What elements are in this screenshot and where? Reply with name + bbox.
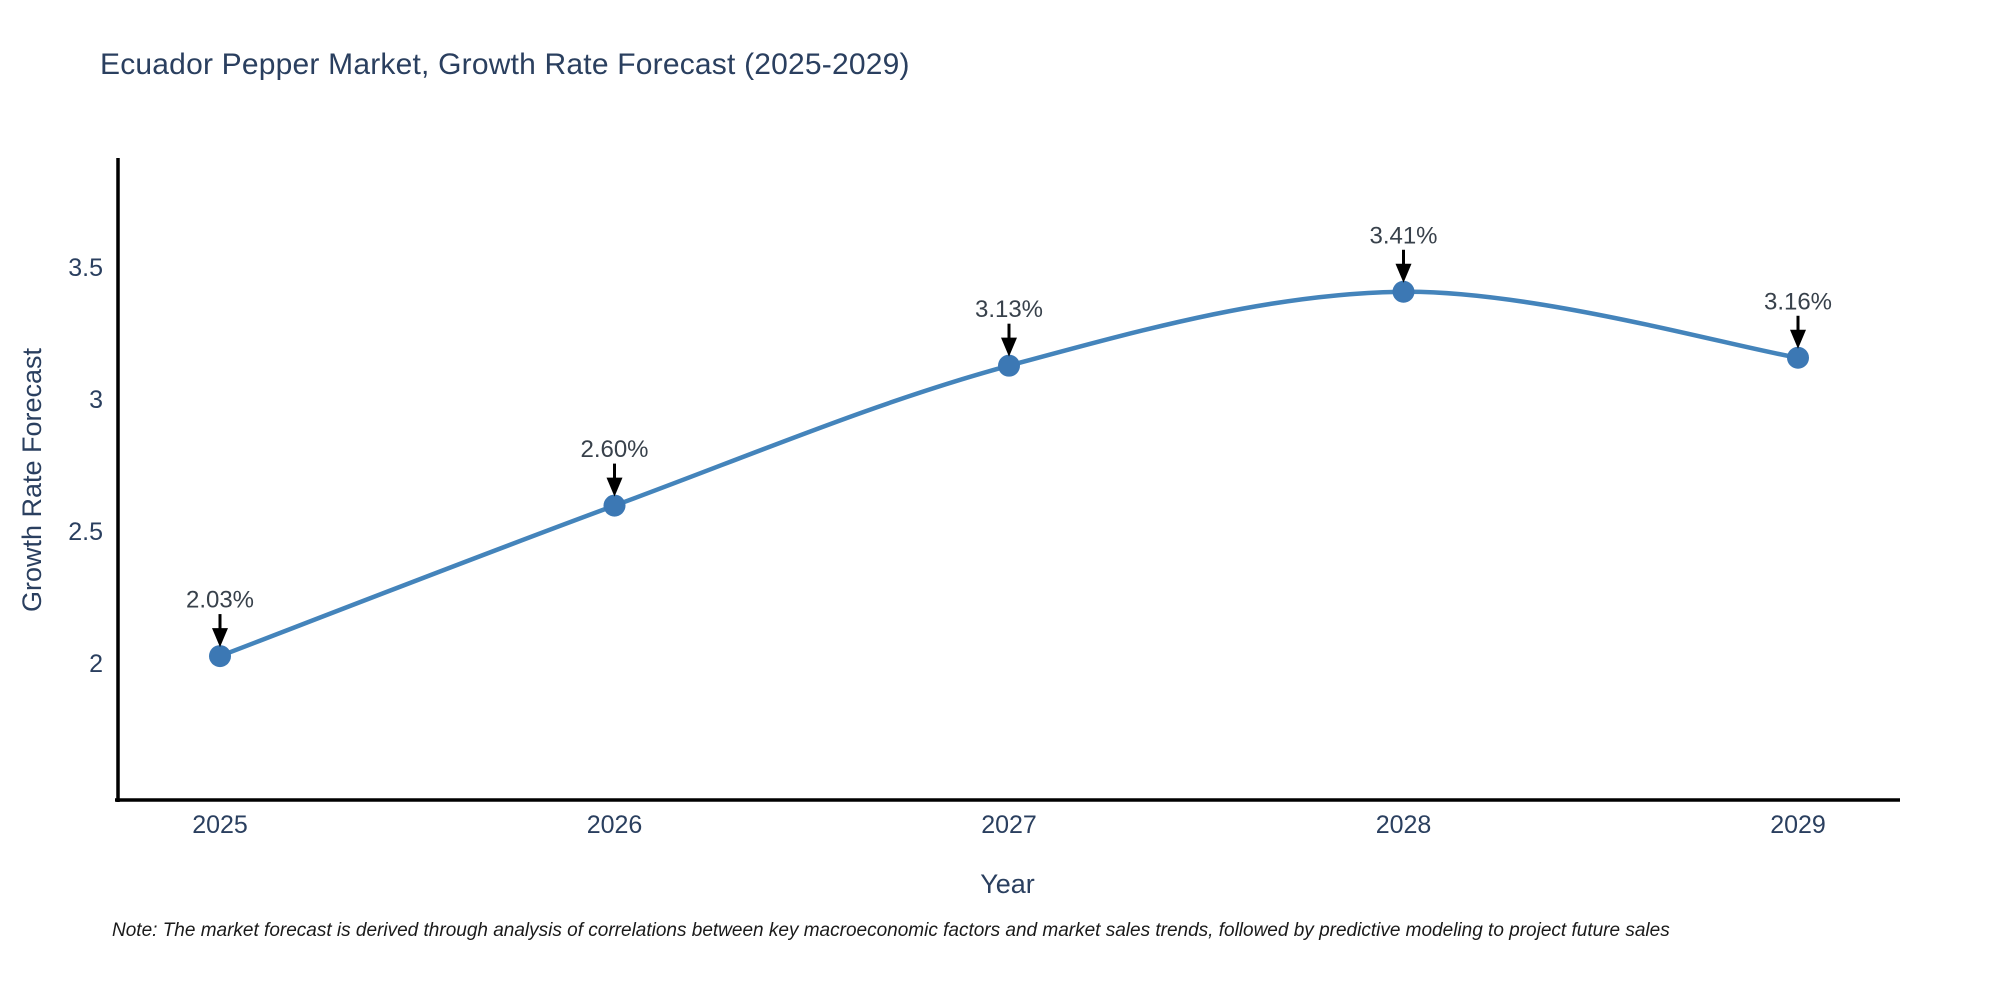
- data-point-label: 2.60%: [580, 436, 648, 463]
- footnote: Note: The market forecast is derived thr…: [112, 920, 1670, 941]
- x-tick-label: 2026: [587, 811, 643, 839]
- data-point-marker: [998, 354, 1020, 377]
- y-tick-label: 2: [89, 650, 103, 678]
- x-tick-label: 2027: [981, 811, 1037, 839]
- data-point-marker: [1392, 280, 1415, 303]
- data-point-label: 3.41%: [1369, 222, 1437, 249]
- annotation-arrowhead-icon: [1395, 263, 1412, 283]
- chart-title: Ecuador Pepper Market, Growth Rate Forec…: [100, 48, 910, 81]
- x-axis-title: Year: [980, 869, 1035, 899]
- annotation-arrowhead-icon: [606, 477, 623, 497]
- annotation-arrowhead-icon: [212, 628, 228, 648]
- data-point-label: 3.13%: [975, 296, 1043, 323]
- annotation-arrowhead-icon: [1790, 329, 1806, 349]
- x-tick-label: 2025: [192, 811, 248, 839]
- data-point-marker: [1787, 346, 1809, 369]
- data-point-label: 2.03%: [186, 587, 254, 614]
- data-point-marker: [603, 494, 626, 517]
- x-tick-label: 2029: [1770, 811, 1826, 839]
- y-tick-label: 3: [89, 386, 103, 414]
- y-axis-title: Growth Rate Forecast: [17, 347, 47, 612]
- data-point-marker: [209, 645, 231, 668]
- annotation-arrowhead-icon: [1001, 337, 1017, 357]
- x-tick-label: 2028: [1376, 811, 1432, 839]
- y-tick-label: 3.5: [68, 254, 103, 282]
- data-point-label: 3.16%: [1764, 288, 1832, 315]
- y-tick-label: 2.5: [68, 518, 103, 546]
